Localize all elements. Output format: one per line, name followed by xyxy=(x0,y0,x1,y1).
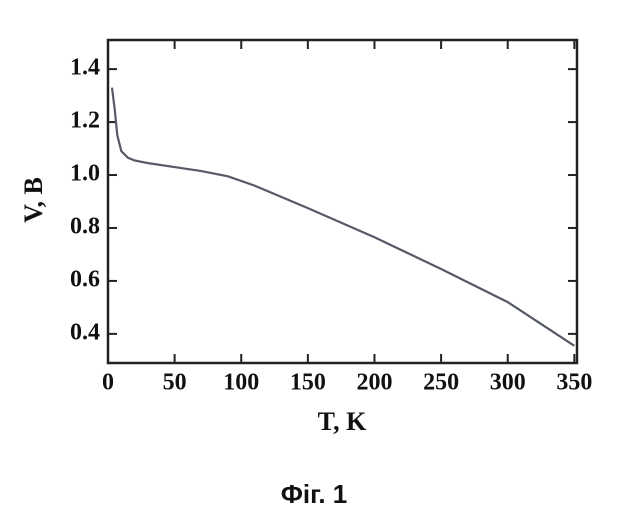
y-tick-label: 1.2 xyxy=(70,108,100,134)
x-tick-label: 350 xyxy=(556,370,592,396)
y-tick-label: 0.4 xyxy=(70,319,100,345)
data-line xyxy=(110,87,575,347)
plot-frame xyxy=(106,38,579,365)
x-axis-label: T, K xyxy=(318,407,367,436)
y-tick-label: 1.0 xyxy=(70,161,100,187)
y-tick-label: 0.8 xyxy=(70,213,100,239)
x-tick-label: 150 xyxy=(290,370,326,396)
y-tick-label: 1.4 xyxy=(70,55,100,81)
x-tick-label: 250 xyxy=(423,370,459,396)
x-tick-label: 100 xyxy=(223,370,259,396)
y-axis-label: V, B xyxy=(19,177,48,223)
x-tick-label: 300 xyxy=(490,370,526,396)
figure-caption: Фіг. 1 xyxy=(281,479,348,509)
x-tick-label: 0 xyxy=(102,370,114,396)
y-tick-label: 0.6 xyxy=(70,266,100,292)
x-tick-label: 50 xyxy=(163,370,187,396)
x-tick-label: 200 xyxy=(356,370,392,396)
